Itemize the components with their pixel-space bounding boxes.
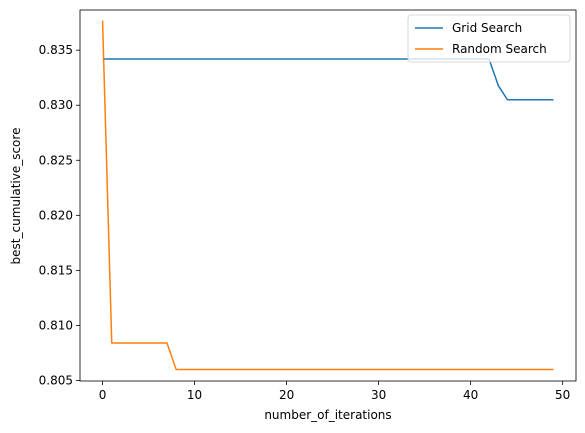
- y-axis-label: best_cumulative_score: [9, 128, 23, 265]
- series-layer: [101, 20, 554, 371]
- x-tick-label: 20: [279, 388, 294, 402]
- y-tick-label: 0.830: [39, 98, 73, 112]
- x-tick-label: 0: [99, 388, 107, 402]
- plot-area: [80, 10, 576, 381]
- x-tick-label: 40: [463, 388, 478, 402]
- y-tick-label: 0.815: [39, 263, 73, 277]
- series-line-random-search: [101, 20, 554, 371]
- legend-label-random-search: Random Search: [452, 42, 547, 56]
- x-axis-ticks: 0 10 20 30 40 50: [99, 381, 570, 402]
- y-tick-label: 0.820: [39, 208, 73, 222]
- y-tick-label: 0.810: [39, 318, 73, 332]
- x-tick-label: 30: [371, 388, 386, 402]
- y-tick-label: 0.805: [39, 373, 73, 387]
- x-axis-label: number_of_iterations: [264, 408, 391, 422]
- legend: Grid Search Random Search: [407, 14, 571, 63]
- y-tick-label: 0.835: [39, 43, 73, 57]
- y-axis-ticks: 0.805 0.810 0.815 0.820 0.825 0.830 0.835: [39, 43, 80, 387]
- plot-frame: [79, 9, 577, 382]
- x-tick-label: 50: [555, 388, 570, 402]
- legend-label-grid-search: Grid Search: [452, 21, 522, 35]
- series-line-grid-search: [102, 58, 554, 101]
- legend-box: [407, 14, 571, 63]
- x-tick-label: 10: [187, 388, 202, 402]
- y-tick-label: 0.825: [39, 153, 73, 167]
